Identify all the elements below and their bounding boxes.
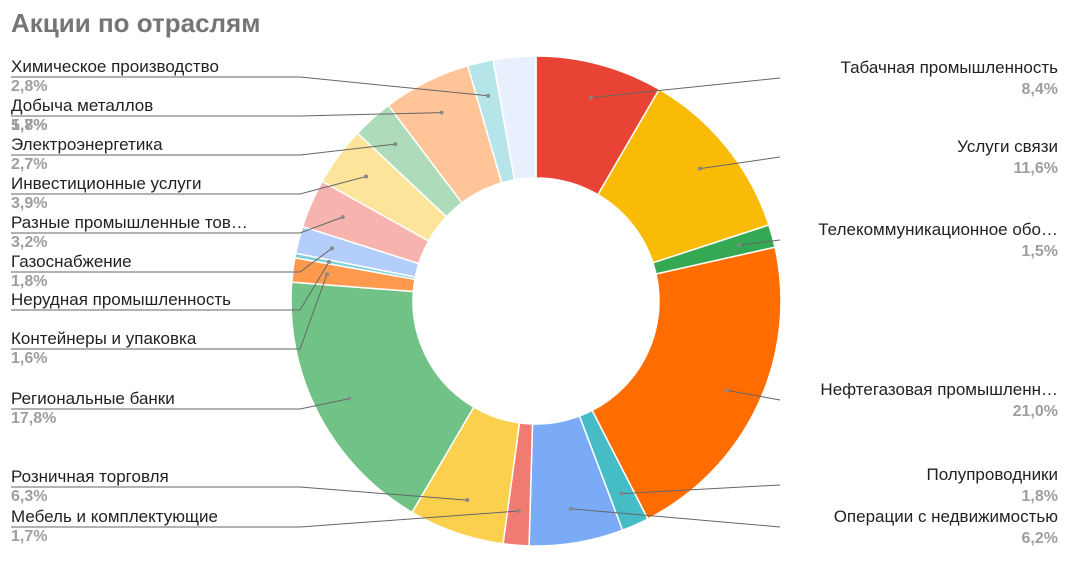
leader-dot [724,388,729,393]
slice-value-label: 1,8% [11,273,47,290]
leader-line [11,143,396,156]
slice-value-label: 1,8% [1022,488,1058,505]
slice-value-label: 21,0% [1013,403,1058,420]
leader-line [11,76,489,97]
leader-line [11,216,343,234]
leader-line [621,484,781,495]
leader-line [11,247,333,273]
slice-value-label: 8,4% [1022,81,1058,98]
slice-value-label: 17,8% [11,410,56,427]
leader-lines [11,76,781,528]
leader-dot [324,272,329,277]
leader-line [11,510,519,528]
leader-dot [364,174,369,179]
donut-slices [290,55,782,547]
slice-label: Табачная промышленность [840,58,1058,77]
slice-value-label: 1,6% [11,350,47,367]
leader-dot [619,491,624,496]
slice-label: Электроэнергетика [11,135,163,154]
leader-dot [588,95,593,100]
donut-slice [290,281,475,514]
slice-label: Добыча металлов [11,96,153,115]
leader-dot [326,259,331,264]
leader-dot [465,498,470,503]
leader-line [590,77,781,99]
leader-dot [697,166,702,171]
leader-dot [737,243,742,248]
donut-slice [591,246,782,521]
slice-value-label: 5,8% [11,117,47,134]
leader-dot [393,142,398,147]
leader-line [726,389,781,401]
donut-slice [492,55,537,181]
slice-value-label: 1,5% [1022,243,1058,260]
slice-label: Телекоммуникационное обо… [818,220,1058,239]
slice-value-label: 2,8% [11,78,47,95]
slice-label: Полупроводники [927,465,1059,484]
slice-value-label: 6,3% [11,488,47,505]
slice-label: Нефтегазовая промышленн… [820,380,1058,399]
leader-dot [516,508,521,513]
leader-line [11,261,330,311]
leader-dot [486,93,491,98]
slice-label: Нерудная промышленность [11,290,231,309]
leader-line [570,508,781,528]
slice-label: Мебель и комплектующие [11,507,218,526]
leader-dot [340,215,345,220]
slice-value-label: 6,2% [1022,530,1058,547]
slice-value-label: 11,6% [1014,160,1058,177]
slice-label: Газоснабжение [11,252,132,271]
slice-value-label: 2,7% [11,156,47,173]
slice-label: Розничная торговля [11,467,169,486]
slice-value-label: 3,2% [11,234,47,251]
slice-label: Инвестиционные услуги [11,174,201,193]
slice-label: Разные промышленные тов… [11,213,248,232]
slice-label: Химическое производство [11,57,219,76]
leader-dot [347,396,352,401]
leader-dot [568,506,573,511]
slice-label: Контейнеры и упаковка [11,329,197,348]
leader-line [739,239,781,246]
slice-value-label: 1,7% [11,528,47,545]
slice-value-label: 3,9% [11,195,47,212]
leader-dot [439,110,444,115]
leader-dot [329,246,334,251]
slice-label: Региональные банки [11,389,175,408]
chart-title: Акции по отраслям [11,8,260,38]
leader-line [11,175,367,195]
leader-line [699,156,781,170]
leader-line [11,274,328,350]
slice-value-label: 1,7% [11,117,47,134]
leader-line [11,486,468,501]
leader-line [11,398,350,410]
leader-line [11,112,442,117]
slice-labels: Табачная промышленность Услуги связи Телек… [11,57,1058,547]
slice-label: Операции с недвижимостью [834,507,1059,526]
slice-label: Услуги связи [957,137,1058,156]
